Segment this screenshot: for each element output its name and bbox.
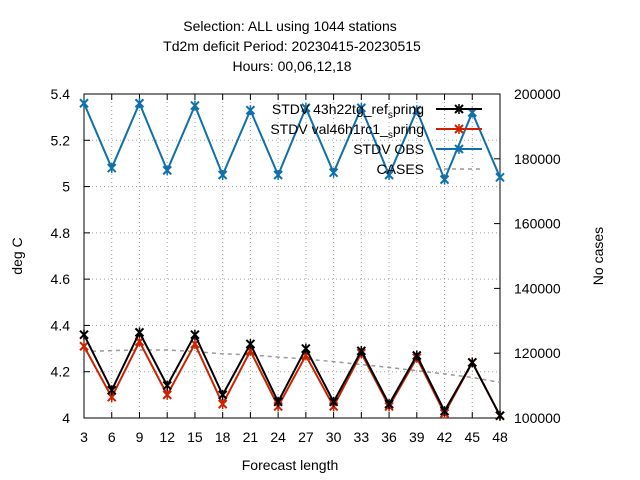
- x-tick-label: 3: [80, 429, 88, 445]
- data-point: [217, 389, 228, 400]
- legend-subscript: s: [388, 110, 393, 121]
- data-point: [217, 399, 228, 410]
- y-tick-label: 4.2: [51, 364, 71, 380]
- y-tick-label: 5.2: [51, 132, 71, 148]
- data-point: [412, 105, 422, 116]
- x-tick-label: 6: [108, 429, 116, 445]
- data-point: [162, 389, 172, 400]
- data-point: [107, 163, 117, 174]
- data-point: [384, 170, 394, 180]
- x-tick-label: 48: [492, 429, 508, 445]
- data-point: [162, 380, 172, 391]
- series-3: [83, 349, 501, 384]
- data-point: [134, 327, 145, 338]
- data-point: [495, 410, 505, 421]
- series-group: [79, 98, 505, 421]
- data-point: [495, 172, 505, 183]
- y2-tick-label: 180000: [514, 151, 561, 167]
- data-point: [439, 174, 450, 185]
- data-point: [190, 100, 200, 111]
- x-tick-label: 24: [270, 429, 286, 445]
- x-tick-label: 36: [381, 429, 397, 445]
- x-tick-label: 18: [215, 429, 231, 445]
- data-point: [467, 357, 477, 368]
- y-tick-label: 4.8: [51, 225, 71, 241]
- data-point: [217, 170, 228, 180]
- y-axis-label: deg C: [9, 237, 25, 274]
- legend-marker: [454, 144, 464, 154]
- legend-label: CASES: [377, 161, 424, 177]
- data-point: [273, 170, 283, 180]
- x-tick-label: 33: [354, 429, 370, 445]
- y2-tick-label: 120000: [514, 345, 561, 361]
- data-point: [356, 345, 367, 356]
- x-tick-label: 30: [326, 429, 342, 445]
- data-point: [134, 98, 145, 109]
- plot-frame: [83, 93, 501, 419]
- legend-tail: pring: [393, 121, 424, 137]
- y2-tick-label: 140000: [514, 280, 561, 296]
- data-point: [328, 396, 339, 407]
- y-tick-label: 4.4: [51, 317, 71, 333]
- axis-ticks: 3 6 9 12 15 18 21 24 27 30 33 36 39 42 45 4844.24.44.64…: [51, 86, 561, 445]
- x-tick-label: 21: [243, 429, 259, 445]
- y-tick-label: 4: [62, 410, 70, 426]
- chart-title: Selection: ALL using 1044 stations Td2m …: [163, 18, 421, 74]
- legend-subscript: s: [388, 130, 393, 141]
- data-point: [384, 399, 394, 410]
- x-tick-label: 42: [437, 429, 453, 445]
- data-point: [190, 329, 200, 340]
- y2-tick-label: 160000: [514, 216, 561, 232]
- x-tick-label: 39: [409, 429, 425, 445]
- x-tick-label: 9: [136, 429, 144, 445]
- series-line: [83, 100, 501, 183]
- data-point: [328, 167, 339, 178]
- legend-tail: pring: [393, 101, 424, 117]
- series-2: [79, 98, 505, 185]
- y2-tick-label: 200000: [514, 86, 561, 102]
- series-line: [83, 339, 501, 417]
- data-point: [162, 165, 172, 176]
- legend-marker: [454, 124, 464, 134]
- y2-axis-label: No cases: [590, 227, 606, 285]
- series-0: [79, 327, 505, 421]
- y2-tick-label: 100000: [514, 410, 561, 426]
- data-point: [107, 385, 117, 396]
- y-tick-label: 5: [62, 179, 70, 195]
- data-point: [301, 102, 311, 113]
- legend-marker: [454, 104, 464, 114]
- data-point: [273, 396, 283, 407]
- data-point: [412, 350, 422, 361]
- data-point: [356, 102, 367, 113]
- title-line-3: Hours: 00,06,12,18: [232, 58, 351, 74]
- y-tick-label: 5.4: [51, 86, 71, 102]
- legend-label: STDV OBS: [353, 141, 424, 157]
- data-point: [79, 98, 89, 109]
- x-tick-label: 15: [187, 429, 203, 445]
- data-point: [245, 105, 256, 116]
- data-point: [245, 338, 256, 349]
- title-line-2: Td2m deficit Period: 20230415-20230515: [163, 38, 421, 54]
- x-tick-label: 12: [159, 429, 175, 445]
- legend-label: STDV 43h22tg_refspring: [272, 101, 424, 121]
- data-point: [301, 343, 311, 354]
- title-line-1: Selection: ALL using 1044 stations: [183, 18, 397, 34]
- x-tick-label: 45: [464, 429, 480, 445]
- data-point: [79, 341, 89, 352]
- x-axis-label: Forecast length: [242, 457, 339, 473]
- y-tick-label: 4.6: [51, 271, 71, 287]
- x-tick-label: 27: [298, 429, 314, 445]
- data-point: [439, 406, 450, 417]
- data-point: [79, 329, 89, 340]
- series-line: [83, 330, 501, 417]
- series-line: [83, 349, 501, 384]
- legend-label: STDV val46h1rc1_spring: [270, 121, 424, 141]
